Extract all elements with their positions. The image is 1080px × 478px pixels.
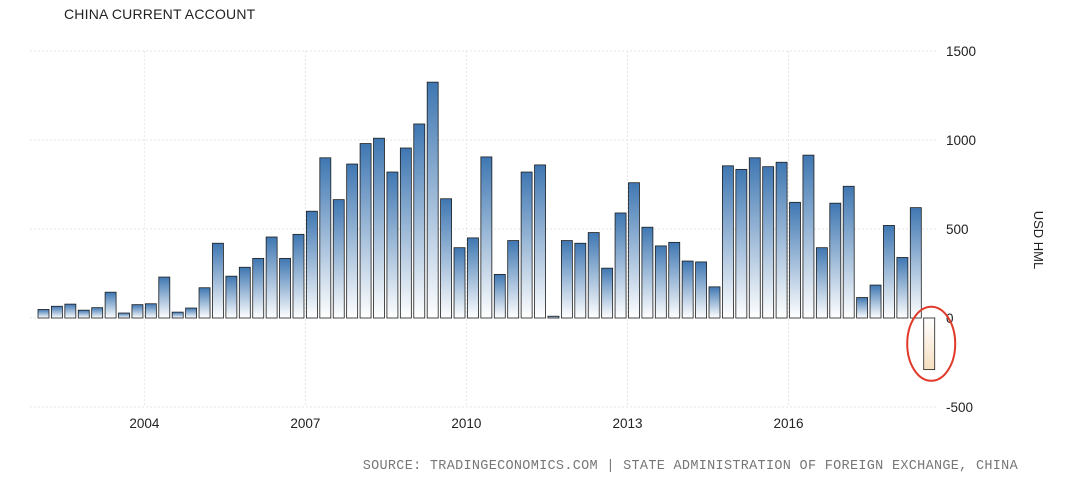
y-axis-label: USD HML bbox=[1031, 211, 1046, 270]
bar bbox=[440, 198, 453, 319]
chart-title: CHINA CURRENT ACCOUNT bbox=[64, 6, 256, 22]
bar bbox=[869, 284, 882, 319]
bar bbox=[654, 245, 667, 319]
bar bbox=[252, 257, 265, 319]
bar bbox=[775, 161, 788, 319]
y-tick-label: 1000 bbox=[946, 133, 976, 148]
bar bbox=[399, 147, 412, 319]
bar bbox=[158, 276, 171, 319]
bar bbox=[144, 303, 157, 319]
bar bbox=[171, 311, 184, 319]
bar bbox=[681, 260, 694, 319]
bar bbox=[185, 307, 198, 319]
bar bbox=[587, 232, 600, 319]
x-tick-label: 2013 bbox=[612, 416, 642, 431]
bar bbox=[238, 266, 251, 319]
bar bbox=[735, 168, 748, 319]
bar bbox=[842, 185, 855, 319]
bar bbox=[265, 236, 278, 319]
bar bbox=[51, 305, 63, 319]
bar bbox=[305, 210, 318, 319]
bar bbox=[641, 226, 654, 319]
bar bbox=[413, 123, 426, 319]
bar bbox=[802, 154, 815, 319]
bar bbox=[212, 242, 224, 319]
bar bbox=[708, 286, 721, 319]
x-tick-label: 2016 bbox=[773, 416, 803, 431]
bar bbox=[225, 275, 238, 319]
bar bbox=[91, 307, 104, 319]
bar bbox=[37, 309, 50, 319]
bar bbox=[748, 157, 761, 319]
y-tick-label: -500 bbox=[946, 400, 973, 415]
bar bbox=[560, 240, 573, 319]
bar bbox=[480, 156, 493, 319]
bar bbox=[534, 164, 546, 319]
x-tick-label: 2004 bbox=[129, 416, 160, 431]
y-tick-label: 500 bbox=[946, 222, 969, 237]
bar bbox=[131, 304, 144, 319]
bar bbox=[118, 312, 130, 319]
bar bbox=[829, 202, 842, 319]
bar bbox=[668, 241, 681, 319]
bar bbox=[426, 81, 439, 319]
bar bbox=[695, 261, 707, 319]
source-note: SOURCE: TRADINGECONOMICS.COM | STATE ADM… bbox=[362, 459, 1018, 474]
bar bbox=[77, 309, 90, 319]
bar bbox=[64, 303, 77, 319]
bar bbox=[104, 291, 117, 319]
bar bbox=[762, 166, 775, 319]
x-axis-ticks: 2004 2007 2010 2013 2016 bbox=[129, 416, 803, 431]
y-tick-label: 1500 bbox=[946, 44, 976, 59]
bar bbox=[722, 165, 734, 319]
x-tick-label: 2007 bbox=[290, 416, 320, 431]
bar bbox=[279, 257, 291, 319]
bar bbox=[601, 267, 614, 319]
bar bbox=[319, 157, 332, 319]
bar bbox=[467, 237, 479, 319]
bar bbox=[923, 317, 936, 371]
bars bbox=[37, 81, 936, 371]
bar bbox=[346, 163, 359, 319]
x-tick-label: 2010 bbox=[451, 416, 481, 431]
bar bbox=[373, 137, 385, 319]
bar bbox=[520, 171, 533, 319]
highlight-circle bbox=[906, 305, 957, 382]
bar bbox=[493, 273, 506, 319]
bar bbox=[856, 297, 869, 319]
bar bbox=[507, 240, 520, 319]
bar bbox=[547, 315, 560, 319]
bar bbox=[359, 143, 372, 319]
bar bbox=[292, 233, 305, 319]
bar bbox=[453, 247, 466, 319]
bar bbox=[628, 182, 640, 319]
bar bbox=[198, 287, 211, 319]
bar bbox=[896, 257, 909, 319]
bar bbox=[614, 212, 627, 319]
bar bbox=[332, 199, 345, 319]
bar bbox=[574, 242, 587, 319]
bar bbox=[789, 201, 801, 319]
bar bbox=[883, 225, 895, 319]
bar bbox=[909, 207, 922, 319]
bar bbox=[386, 171, 399, 319]
bar bbox=[815, 247, 828, 319]
